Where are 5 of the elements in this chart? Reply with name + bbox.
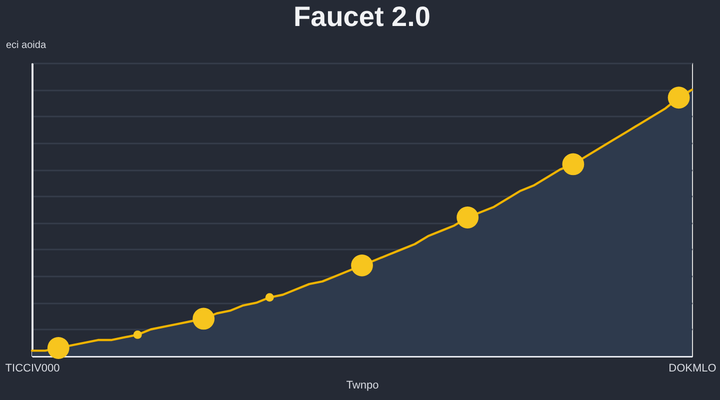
x-tick-label: DOKMLO	[668, 362, 717, 374]
chart-title: Faucet 2.0	[294, 1, 430, 32]
x-axis-title: Twnpo	[346, 380, 379, 392]
x-tick-label: TICCIV000	[5, 362, 60, 374]
text: eci aoida	[6, 40, 46, 51]
